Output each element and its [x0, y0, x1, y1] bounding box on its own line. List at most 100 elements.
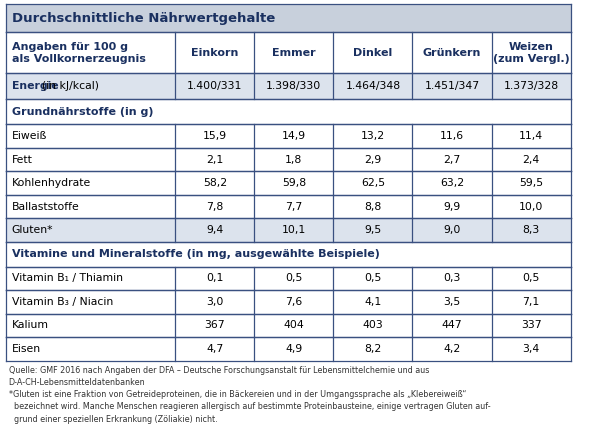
Text: 7,1: 7,1: [523, 297, 540, 307]
Text: Vitamine und Mineralstoffe (in mg, ausgewählte Beispiele): Vitamine und Mineralstoffe (in mg, ausge…: [11, 249, 379, 259]
Bar: [412, 267, 491, 290]
Bar: [491, 73, 571, 99]
Bar: [6, 171, 175, 195]
Text: Ballaststoffe: Ballaststoffe: [11, 202, 79, 212]
Bar: [334, 218, 412, 242]
Bar: [491, 314, 571, 337]
Text: 9,4: 9,4: [206, 225, 223, 235]
Bar: [175, 32, 254, 73]
Text: 9,0: 9,0: [443, 225, 461, 235]
Text: 1.373/328: 1.373/328: [503, 81, 559, 91]
Text: 62,5: 62,5: [361, 178, 385, 188]
Text: Eisen: Eisen: [11, 344, 41, 354]
Bar: [175, 171, 254, 195]
Bar: [6, 242, 571, 267]
Text: 59,8: 59,8: [282, 178, 306, 188]
Text: 11,4: 11,4: [519, 131, 543, 141]
Text: 0,3: 0,3: [443, 274, 461, 283]
Text: Gluten*: Gluten*: [11, 225, 53, 235]
Bar: [254, 32, 334, 73]
Bar: [175, 267, 254, 290]
Text: 10,0: 10,0: [519, 202, 543, 212]
Bar: [334, 171, 412, 195]
Bar: [412, 171, 491, 195]
Bar: [6, 99, 571, 124]
Bar: [412, 290, 491, 314]
Text: Vitamin B₁ / Thiamin: Vitamin B₁ / Thiamin: [11, 274, 122, 283]
Bar: [334, 267, 412, 290]
Bar: [334, 195, 412, 218]
Text: 367: 367: [205, 320, 225, 331]
Bar: [6, 314, 175, 337]
Bar: [6, 290, 175, 314]
Bar: [491, 337, 571, 361]
Bar: [175, 124, 254, 148]
Bar: [334, 73, 412, 99]
Bar: [254, 290, 334, 314]
Text: 7,8: 7,8: [206, 202, 223, 212]
Bar: [6, 4, 571, 32]
Bar: [6, 195, 175, 218]
Bar: [412, 73, 491, 99]
Text: Angaben für 100 g
als Vollkornerzeugnis: Angaben für 100 g als Vollkornerzeugnis: [11, 42, 145, 64]
Text: Dinkel: Dinkel: [353, 48, 392, 58]
Text: 15,9: 15,9: [203, 131, 227, 141]
Text: Weizen
(zum Vergl.): Weizen (zum Vergl.): [493, 42, 569, 64]
Bar: [491, 290, 571, 314]
Bar: [6, 267, 175, 290]
Bar: [412, 124, 491, 148]
Text: 7,6: 7,6: [285, 297, 302, 307]
Bar: [254, 337, 334, 361]
Bar: [412, 218, 491, 242]
Text: 4,9: 4,9: [285, 344, 302, 354]
Text: 1.400/331: 1.400/331: [187, 81, 242, 91]
Bar: [334, 290, 412, 314]
Text: 2,7: 2,7: [443, 155, 461, 164]
Bar: [175, 73, 254, 99]
Text: 2,4: 2,4: [523, 155, 540, 164]
Bar: [254, 314, 334, 337]
Text: 1.398/330: 1.398/330: [266, 81, 322, 91]
Text: 2,1: 2,1: [206, 155, 223, 164]
Text: 1,8: 1,8: [285, 155, 302, 164]
Bar: [334, 124, 412, 148]
Bar: [491, 32, 571, 73]
Text: Grundnährstoffe (in g): Grundnährstoffe (in g): [11, 107, 153, 117]
Text: 9,9: 9,9: [443, 202, 461, 212]
Text: 4,1: 4,1: [364, 297, 382, 307]
Text: 3,0: 3,0: [206, 297, 223, 307]
Text: 7,7: 7,7: [285, 202, 302, 212]
Text: Emmer: Emmer: [272, 48, 316, 58]
Text: 58,2: 58,2: [203, 178, 227, 188]
Text: Grünkern: Grünkern: [423, 48, 481, 58]
Text: Durchschnittliche Nährwertgehalte: Durchschnittliche Nährwertgehalte: [11, 12, 275, 25]
Bar: [175, 218, 254, 242]
Bar: [175, 148, 254, 171]
Text: 4,7: 4,7: [206, 344, 223, 354]
Text: 9,5: 9,5: [364, 225, 382, 235]
Bar: [334, 337, 412, 361]
Bar: [6, 218, 175, 242]
Bar: [6, 124, 175, 148]
Bar: [412, 195, 491, 218]
Bar: [6, 73, 175, 99]
Text: 0,5: 0,5: [285, 274, 302, 283]
Text: 447: 447: [442, 320, 463, 331]
Bar: [491, 218, 571, 242]
Bar: [254, 124, 334, 148]
Text: 0,5: 0,5: [364, 274, 382, 283]
Text: 4,2: 4,2: [443, 344, 461, 354]
Bar: [175, 337, 254, 361]
Bar: [254, 195, 334, 218]
Text: 337: 337: [521, 320, 541, 331]
Bar: [6, 148, 175, 171]
Text: Eiweiß: Eiweiß: [11, 131, 47, 141]
Text: 404: 404: [283, 320, 304, 331]
Text: Kohlenhydrate: Kohlenhydrate: [11, 178, 91, 188]
Bar: [254, 73, 334, 99]
Bar: [175, 195, 254, 218]
Text: 63,2: 63,2: [440, 178, 464, 188]
Bar: [412, 32, 491, 73]
Text: 11,6: 11,6: [440, 131, 464, 141]
Text: 2,9: 2,9: [364, 155, 382, 164]
